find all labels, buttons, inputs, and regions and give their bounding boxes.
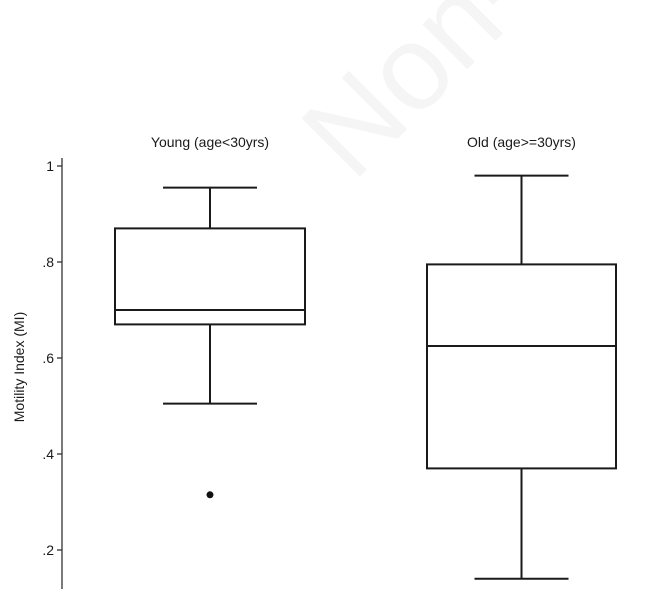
group-label: Old (age>=30yrs) xyxy=(467,134,576,150)
outlier-point xyxy=(206,491,214,499)
box-iqr xyxy=(426,263,617,470)
y-axis: 1 .8 .6 .4 .2 xyxy=(42,158,63,589)
y-tick-label: .8 xyxy=(42,254,54,270)
y-axis-label: Motility Index (MI) xyxy=(11,312,27,422)
y-tick-label: .2 xyxy=(42,542,54,558)
box-group: Old (age>=30yrs) xyxy=(426,134,617,580)
box-group: Young (age<30yrs) xyxy=(114,134,306,499)
y-tick-label: .6 xyxy=(42,350,54,366)
watermark: Non-c xyxy=(277,0,598,202)
plot-area: Young (age<30yrs) Old (age>=30yrs) xyxy=(114,134,617,580)
group-label: Young (age<30yrs) xyxy=(151,134,269,150)
y-tick-label: .4 xyxy=(42,446,54,462)
y-tick-label: 1 xyxy=(46,158,54,174)
box-iqr xyxy=(114,227,306,326)
